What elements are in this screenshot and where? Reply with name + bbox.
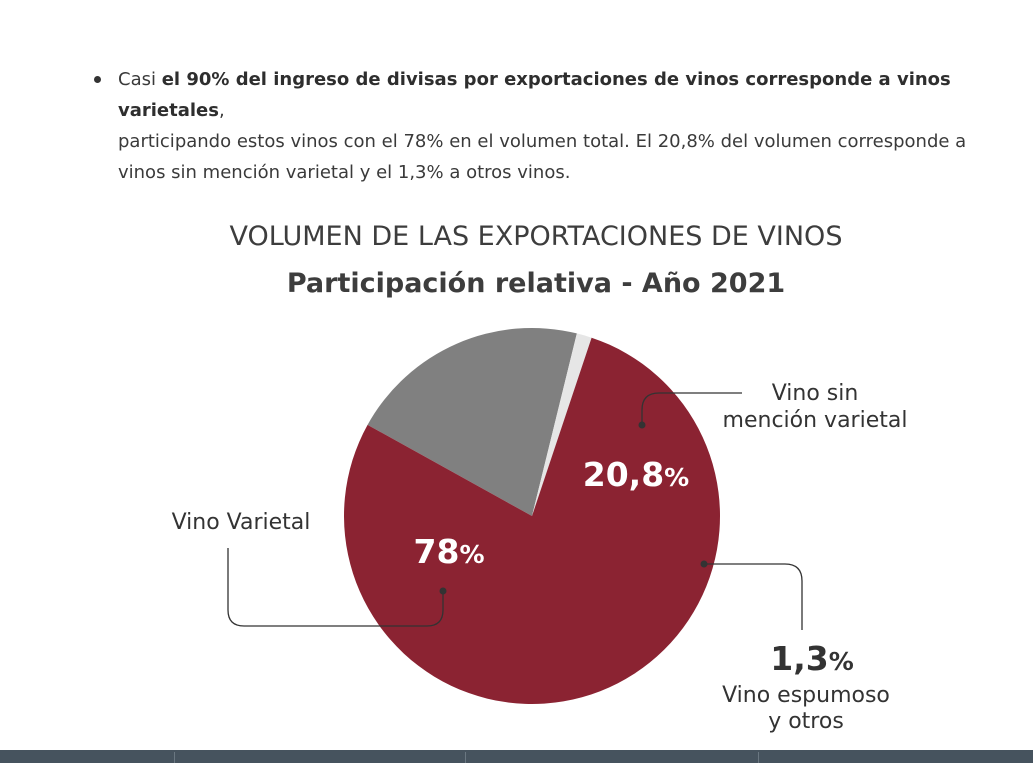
bullet-prefix: Casi — [118, 69, 162, 90]
bullet-line2: participando estos vinos con el 78% en e… — [118, 131, 967, 152]
leader-line-varietal — [227, 548, 444, 627]
bullet-paragraph: Casi el 90% del ingreso de divisas por e… — [94, 64, 994, 188]
category-label-varietal: Vino Varietal — [172, 510, 311, 535]
pie-slice-vino-sin-mencion — [367, 327, 577, 516]
bullet-dot — [94, 76, 101, 83]
footer-separator — [174, 752, 175, 763]
chart-subtitle: Participación relativa - Año 2021 — [286, 268, 786, 299]
bullet-bold-text: el 90% del ingreso de divisas por export… — [118, 69, 951, 121]
category-label-espumoso: y otros — [768, 709, 844, 734]
pie-slice-vino-varietal — [344, 337, 721, 704]
footer-separator — [465, 752, 466, 763]
leader-line-espumoso — [704, 563, 803, 630]
footer-separator — [758, 752, 759, 763]
leader-dot-varietal — [439, 587, 447, 595]
value-label-sin-mencion: 20,8% — [583, 455, 689, 494]
category-label-sin-mencion: mención varietal — [723, 408, 908, 433]
leader-line-sin-mencion — [641, 392, 742, 425]
pie-slice-vino-espumoso — [532, 333, 592, 516]
bullet-line1-suffix: , — [218, 100, 225, 121]
footer-bar — [0, 750, 1033, 763]
category-label-sin-mencion: Vino sin — [772, 381, 859, 406]
bullet-line3: vinos sin mención varietal y el 1,3% a o… — [118, 162, 571, 183]
value-label-varietal: 78% — [414, 532, 485, 571]
chart-title: VOLUMEN DE LAS EXPORTACIONES DE VINOS — [229, 221, 843, 252]
bullet-text: Casi el 90% del ingreso de divisas por e… — [118, 64, 994, 188]
leader-dot-espumoso — [700, 560, 708, 568]
value-label-espumoso: 1,3% — [770, 639, 854, 678]
leader-dot-sin-mencion — [638, 421, 646, 429]
category-label-espumoso: Vino espumoso — [722, 683, 890, 708]
